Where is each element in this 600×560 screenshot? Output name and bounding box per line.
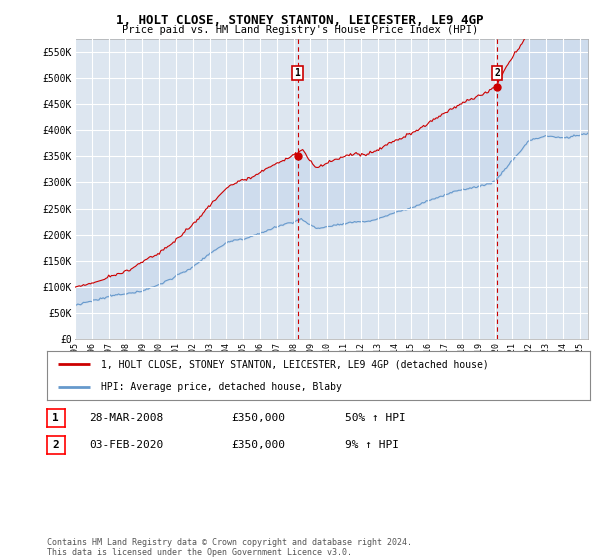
Text: 2: 2 bbox=[494, 68, 500, 78]
Text: 28-MAR-2008: 28-MAR-2008 bbox=[89, 413, 163, 423]
Text: HPI: Average price, detached house, Blaby: HPI: Average price, detached house, Blab… bbox=[101, 382, 342, 392]
Text: 1, HOLT CLOSE, STONEY STANTON, LEICESTER, LE9 4GP: 1, HOLT CLOSE, STONEY STANTON, LEICESTER… bbox=[116, 14, 484, 27]
Text: 1, HOLT CLOSE, STONEY STANTON, LEICESTER, LE9 4GP (detached house): 1, HOLT CLOSE, STONEY STANTON, LEICESTER… bbox=[101, 360, 489, 370]
Text: Contains HM Land Registry data © Crown copyright and database right 2024.
This d: Contains HM Land Registry data © Crown c… bbox=[47, 538, 412, 557]
Text: 2: 2 bbox=[52, 440, 59, 450]
Text: 1: 1 bbox=[52, 413, 59, 423]
Text: £350,000: £350,000 bbox=[231, 440, 285, 450]
Text: 03-FEB-2020: 03-FEB-2020 bbox=[89, 440, 163, 450]
Text: 9% ↑ HPI: 9% ↑ HPI bbox=[345, 440, 399, 450]
Text: £350,000: £350,000 bbox=[231, 413, 285, 423]
Text: 50% ↑ HPI: 50% ↑ HPI bbox=[345, 413, 406, 423]
Text: Price paid vs. HM Land Registry's House Price Index (HPI): Price paid vs. HM Land Registry's House … bbox=[122, 25, 478, 35]
Text: 1: 1 bbox=[295, 68, 301, 78]
